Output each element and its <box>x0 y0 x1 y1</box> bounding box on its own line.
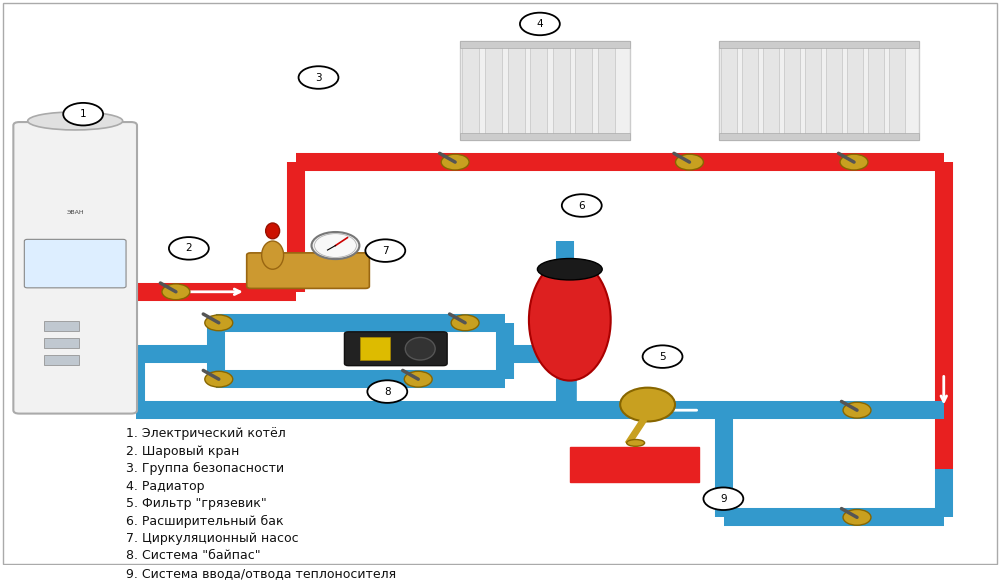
FancyBboxPatch shape <box>24 239 126 288</box>
Text: 6: 6 <box>578 200 585 210</box>
Text: 7. Циркуляционный насос: 7. Циркуляционный насос <box>126 532 299 545</box>
Bar <box>462 44 479 137</box>
Text: 6. Расширительный бак: 6. Расширительный бак <box>126 515 284 528</box>
Bar <box>460 41 630 139</box>
Bar <box>719 133 919 139</box>
Ellipse shape <box>537 259 602 280</box>
Bar <box>719 41 919 48</box>
Text: ЭВАН: ЭВАН <box>66 210 84 216</box>
Bar <box>553 44 570 137</box>
Ellipse shape <box>205 371 233 387</box>
Bar <box>742 44 758 137</box>
Text: 3: 3 <box>315 73 322 83</box>
Text: 2. Шаровый кран: 2. Шаровый кран <box>126 444 239 458</box>
Circle shape <box>169 237 209 260</box>
Ellipse shape <box>840 154 868 170</box>
Ellipse shape <box>404 371 432 387</box>
Text: 5: 5 <box>659 352 666 361</box>
Text: 8: 8 <box>384 386 391 397</box>
Text: 9. Система ввода/отвода теплоносителя: 9. Система ввода/отвода теплоносителя <box>126 567 396 580</box>
Bar <box>598 44 615 137</box>
Bar <box>784 44 800 137</box>
Text: 1: 1 <box>80 109 86 119</box>
Ellipse shape <box>205 315 233 331</box>
Ellipse shape <box>843 510 871 525</box>
Bar <box>763 44 779 137</box>
Bar <box>805 44 821 137</box>
Bar <box>721 44 737 137</box>
Text: 2: 2 <box>186 243 192 253</box>
Bar <box>575 44 592 137</box>
Bar <box>44 355 79 365</box>
Ellipse shape <box>315 234 356 257</box>
Bar <box>530 44 547 137</box>
Text: 5. Фильтр "грязевик": 5. Фильтр "грязевик" <box>126 497 267 510</box>
Circle shape <box>63 103 103 125</box>
Circle shape <box>703 487 743 510</box>
Bar <box>719 41 919 139</box>
Text: 8. Система "байпас": 8. Система "байпас" <box>126 550 261 562</box>
Text: 4: 4 <box>537 19 543 29</box>
Bar <box>826 44 842 137</box>
Text: 7: 7 <box>382 246 389 256</box>
Ellipse shape <box>843 402 871 418</box>
Ellipse shape <box>162 284 190 300</box>
Ellipse shape <box>676 154 703 170</box>
Ellipse shape <box>312 232 359 259</box>
Bar <box>570 447 699 482</box>
Bar <box>44 338 79 348</box>
Circle shape <box>643 345 682 368</box>
Circle shape <box>299 66 338 89</box>
Text: 3. Группа безопасности: 3. Группа безопасности <box>126 462 284 475</box>
FancyBboxPatch shape <box>13 122 137 414</box>
Ellipse shape <box>28 112 123 130</box>
Circle shape <box>367 381 407 403</box>
Ellipse shape <box>441 154 469 170</box>
Ellipse shape <box>405 338 435 360</box>
Bar <box>460 133 630 139</box>
Ellipse shape <box>451 315 479 331</box>
Ellipse shape <box>529 259 611 381</box>
Bar <box>485 44 502 137</box>
FancyBboxPatch shape <box>247 253 369 288</box>
Bar <box>508 44 525 137</box>
Ellipse shape <box>620 388 675 421</box>
Ellipse shape <box>266 223 280 239</box>
Ellipse shape <box>627 439 645 446</box>
FancyBboxPatch shape <box>344 332 447 365</box>
Bar <box>360 338 390 360</box>
Circle shape <box>562 194 602 217</box>
Text: 9: 9 <box>720 494 727 504</box>
Text: 1. Электрический котёл: 1. Электрический котёл <box>126 427 286 440</box>
Bar <box>889 44 905 137</box>
Ellipse shape <box>262 241 284 269</box>
Circle shape <box>365 239 405 262</box>
Bar <box>847 44 863 137</box>
Text: 4. Радиатор: 4. Радиатор <box>126 479 205 493</box>
Bar <box>868 44 884 137</box>
Bar <box>44 321 79 331</box>
Circle shape <box>520 13 560 35</box>
Bar <box>460 41 630 48</box>
